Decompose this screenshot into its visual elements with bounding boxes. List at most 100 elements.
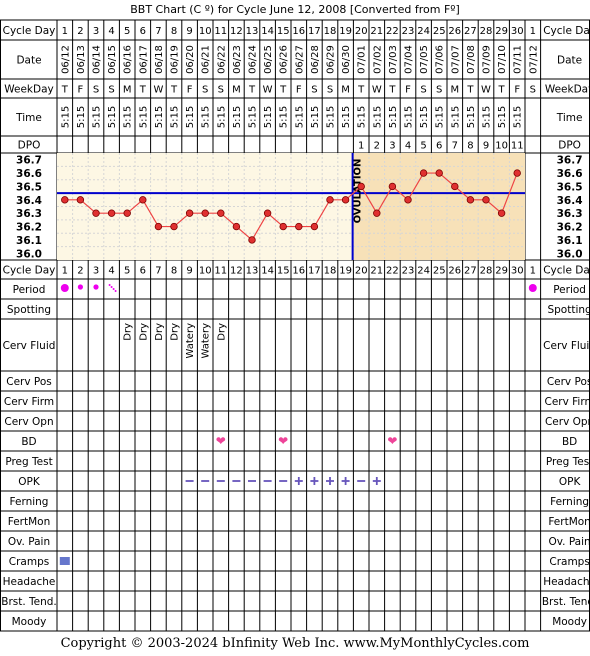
ytick-left: 36.7 <box>16 155 42 167</box>
cycle-day-cell: 1 <box>62 266 68 277</box>
weekday-cell: F <box>514 85 520 96</box>
row-label-period: Period <box>13 284 46 296</box>
row-label-weekday-right: WeekDay <box>545 84 590 96</box>
chart-title: BBT Chart (C º) for Cycle June 12, 2008 … <box>130 3 460 16</box>
period-marker <box>528 284 537 292</box>
weekday-cell: S <box>202 85 208 96</box>
temperature-point <box>404 196 412 204</box>
copyright: Copyright © 2003-2024 bInfinity Web Inc.… <box>61 636 530 651</box>
ytick-left: 36.6 <box>16 168 42 180</box>
cycle-day-cell: 7 <box>155 26 161 37</box>
ytick-left: 36.1 <box>16 235 42 247</box>
time-cell: 5:15 <box>513 106 524 128</box>
temperature-point <box>76 196 85 204</box>
row-label-cerv-firm-right: Cerv Firm <box>544 396 590 408</box>
temperature-point <box>139 196 147 204</box>
temperature-point <box>497 209 506 217</box>
time-cell: 5:15 <box>341 106 352 128</box>
date-cell: 06/27 <box>294 45 305 74</box>
date-cell: 06/18 <box>154 45 165 74</box>
row-label-headache: Headache <box>3 576 56 588</box>
post-ovulation-background <box>353 153 525 260</box>
dpo-cell: 2 <box>374 141 380 152</box>
period-marker <box>60 284 69 292</box>
cycle-day-cell: 16 <box>292 26 305 37</box>
dpo-cell: 5 <box>420 141 426 152</box>
dpo-cell: 6 <box>436 141 442 152</box>
time-cell: 5:15 <box>248 106 259 128</box>
time-cell: 5:15 <box>154 106 165 128</box>
cycle-day-cell: 7 <box>155 266 161 277</box>
ytick-right: 36.2 <box>557 222 583 234</box>
temperature-point <box>310 222 319 231</box>
cycle-day-cell: 24 <box>417 26 430 37</box>
temperature-point <box>154 222 163 231</box>
time-cell: 5:15 <box>388 106 399 128</box>
date-cell: 06/30 <box>341 45 352 74</box>
date-cell: 07/09 <box>482 45 493 74</box>
cycle-day-cell: 20 <box>355 26 368 37</box>
row-label-bd-right: BD <box>562 436 577 448</box>
row-label-spotting-right: Spotting <box>547 304 590 316</box>
time-cell: 5:15 <box>185 106 196 128</box>
time-cell: 5:15 <box>482 106 493 128</box>
weekday-cell: T <box>139 85 147 96</box>
cycle-day-cell: 13 <box>246 266 259 277</box>
row-label-cerv-pos-right: Cerv Pos <box>547 376 590 388</box>
cramps-marker <box>59 557 70 565</box>
dpo-cell: 8 <box>467 141 473 152</box>
temperature-point <box>61 196 69 204</box>
weekday-cell: W <box>481 85 491 96</box>
weekday-cell: T <box>388 85 396 96</box>
weekday-cell: S <box>420 85 426 96</box>
heart-icon: ❤ <box>216 434 226 448</box>
ytick-right: 36.6 <box>557 168 583 180</box>
cycle-day-cell: 6 <box>140 266 146 277</box>
cycle-day-cell: 11 <box>214 266 227 277</box>
cycle-day-cell: 21 <box>370 26 383 37</box>
weekday-cell: T <box>498 85 506 96</box>
weekday-cell: F <box>405 85 411 96</box>
date-cell: 07/11 <box>513 45 524 74</box>
cycle-day-cell: 3 <box>93 266 99 277</box>
cycle-day-cell: 5 <box>124 26 130 37</box>
row-label-cerv-firm: Cerv Firm <box>4 396 54 408</box>
row-label-fertmon-right: FertMon <box>548 516 590 528</box>
temperature-point <box>419 169 428 177</box>
row-label-weekday: WeekDay <box>4 84 54 96</box>
dpo-cell: 7 <box>452 141 458 152</box>
date-cell: 07/02 <box>372 45 383 74</box>
cycle-day-cell: 25 <box>433 266 446 277</box>
temperature-point <box>92 209 100 217</box>
cycle-day-cell: 29 <box>495 26 508 37</box>
time-cell: 5:15 <box>92 106 103 128</box>
temperature-point <box>170 222 178 231</box>
date-cell: 07/05 <box>419 45 430 74</box>
weekday-cell: S <box>530 85 536 96</box>
heart-icon: ❤ <box>278 434 288 448</box>
cycle-day-cell: 24 <box>417 266 430 277</box>
cycle-day-cell: 14 <box>261 266 274 277</box>
time-cell: 5:15 <box>170 106 181 128</box>
dpo-cell: 10 <box>495 141 508 152</box>
date-cell: 06/28 <box>310 45 321 74</box>
date-cell: 06/29 <box>326 45 337 74</box>
cycle-day-cell: 20 <box>355 266 368 277</box>
date-cell: 06/19 <box>170 45 181 74</box>
temperature-point <box>185 209 194 217</box>
temperature-point <box>279 222 287 231</box>
ytick-right: 36.3 <box>557 208 583 220</box>
weekday-cell: M <box>341 85 350 96</box>
date-cell: 06/15 <box>107 45 118 74</box>
dpo-cell: 11 <box>511 141 524 152</box>
row-label-moody: Moody <box>12 616 47 628</box>
ytick-left: 36.0 <box>16 248 42 260</box>
cycle-day-cell: 2 <box>77 26 83 37</box>
cycle-day-cell: 23 <box>402 26 415 37</box>
row-label-ov-pain: Ov. Pain <box>8 536 50 548</box>
cycle-day-cell: 29 <box>495 266 508 277</box>
row-label-fertmon: FertMon <box>8 516 51 528</box>
cycle-day-cell: 16 <box>292 266 305 277</box>
row-label-dpo: DPO <box>18 140 41 152</box>
row-label-time-right: Time <box>556 112 583 124</box>
